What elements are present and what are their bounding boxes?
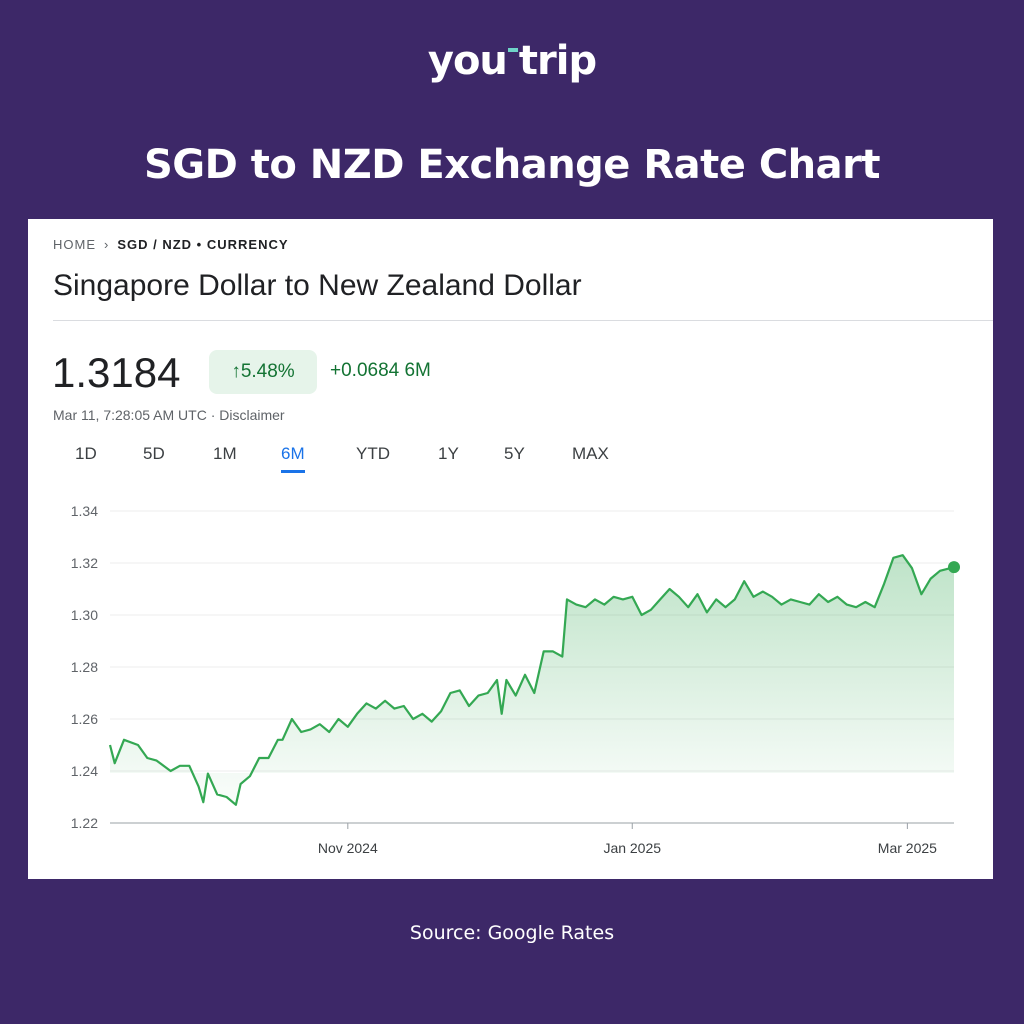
chevron-right-icon: ›	[104, 237, 110, 252]
series-area	[110, 555, 954, 805]
absolute-change: +0.0684 6M	[330, 360, 431, 381]
logo-accent-mark	[507, 48, 518, 52]
percent-change-value: 5.48%	[240, 361, 295, 382]
current-rate: 1.3184	[52, 349, 181, 396]
tab-1d[interactable]: 1D	[75, 444, 97, 463]
tab-max[interactable]: MAX	[572, 444, 609, 463]
y-tick-label: 1.28	[71, 659, 98, 675]
tab-5d[interactable]: 5D	[143, 444, 165, 463]
x-tick-label: Jan 2025	[603, 840, 661, 856]
x-tick-label: Mar 2025	[878, 840, 937, 856]
y-tick-label: 1.22	[71, 815, 98, 831]
tab-1m[interactable]: 1M	[213, 444, 237, 463]
youtrip-logo: you trip	[427, 38, 597, 84]
tab-6m[interactable]: 6M	[281, 444, 305, 473]
series-line	[108, 554, 955, 806]
breadcrumb: HOME › SGD / NZD • CURRENCY	[53, 237, 289, 252]
y-tick-label: 1.30	[71, 607, 98, 623]
quote-timestamp: Mar 11, 7:28:05 AM UTC · Disclaimer	[53, 407, 285, 423]
rates-card: HOME › SGD / NZD • CURRENCY Singapore Doll…	[28, 219, 993, 879]
y-tick-label: 1.26	[71, 711, 98, 727]
latest-point-marker	[948, 561, 960, 574]
arrow-up-icon: ↑	[231, 361, 241, 382]
range-tabs: 1D 5D 1M 6M YTD 1Y 5Y MAX	[28, 444, 993, 474]
source-caption: Source: Google Rates	[409, 922, 615, 944]
y-tick-label: 1.34	[71, 503, 98, 519]
x-tick-label: Nov 2024	[318, 840, 378, 856]
y-tick-label: 1.24	[71, 763, 98, 779]
tab-1y[interactable]: 1Y	[438, 444, 459, 463]
y-tick-label: 1.32	[71, 555, 98, 571]
page-headline: SGD to NZD Exchange Rate Chart	[143, 142, 881, 188]
tab-ytd[interactable]: YTD	[356, 444, 390, 463]
breadcrumb-current: SGD / NZD • CURRENCY	[117, 237, 289, 252]
percent-change-badge: ↑5.48%	[209, 350, 317, 394]
exchange-rate-chart: 1.22 1.24 1.26 1.28 1.30 1.32 1.34 Nov 2024 Jan …	[71, 503, 960, 856]
breadcrumb-home-link[interactable]: HOME	[53, 237, 96, 252]
divider	[53, 320, 993, 321]
tab-5y[interactable]: 5Y	[504, 444, 525, 463]
page-title: Singapore Dollar to New Zealand Dollar	[53, 269, 582, 302]
